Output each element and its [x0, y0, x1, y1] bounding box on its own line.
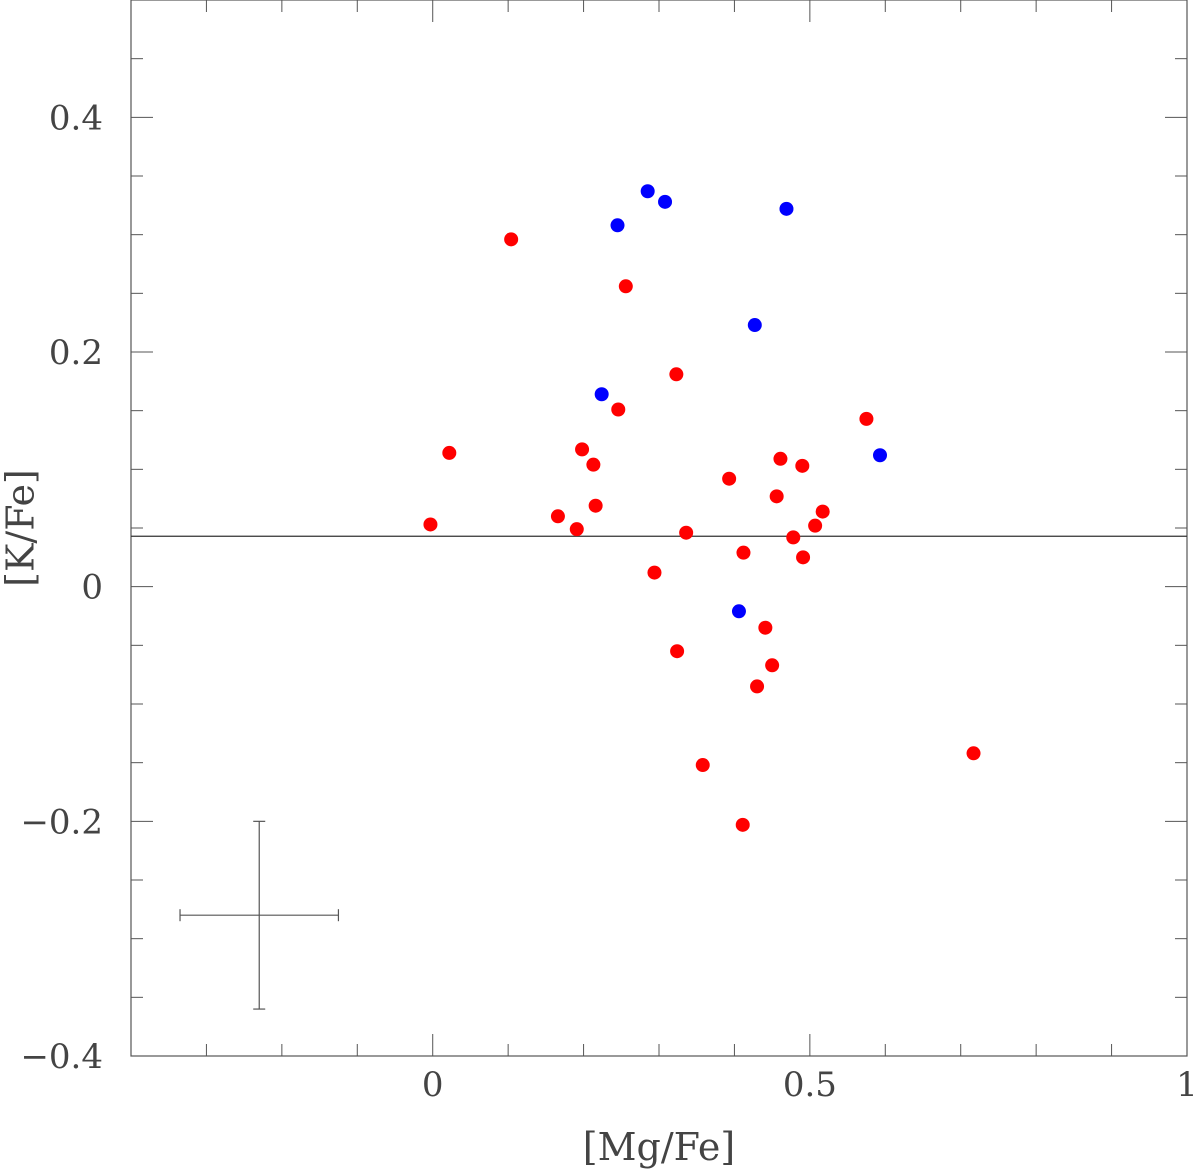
data-point [747, 318, 762, 333]
data-point [873, 448, 888, 463]
data-point [731, 604, 746, 619]
data-point [735, 817, 750, 832]
data-point [815, 504, 830, 519]
x-tick-label: 1 [1176, 1065, 1198, 1105]
x-axis-title: [Mg/Fe] [583, 1125, 735, 1169]
axes-layer [130, 0, 1188, 1057]
data-point [769, 489, 784, 504]
y-axis-title: [K/Fe] [0, 469, 43, 587]
data-point [640, 184, 655, 199]
data-point [550, 509, 565, 524]
data-point [779, 201, 794, 216]
data-point [722, 471, 737, 486]
data-point [658, 194, 673, 209]
data-point [610, 218, 625, 233]
y-tick-label: −0.4 [20, 1037, 103, 1077]
y-tick-label: −0.2 [20, 802, 103, 842]
plot-frame [130, 0, 1188, 1057]
data-point [423, 517, 438, 532]
data-point [750, 679, 765, 694]
data-point [758, 620, 773, 635]
tick-labels-layer: 0 0.5 1 −0.4 −0.2 0 0.2 0.4 [20, 98, 1197, 1105]
data-point [504, 232, 519, 247]
error-bar-layer [179, 820, 340, 1010]
data-point [669, 367, 684, 382]
data-point [736, 545, 751, 560]
data-point [679, 525, 694, 540]
data-point [611, 402, 626, 417]
y-tick-label: 0.4 [49, 98, 103, 138]
data-point [795, 458, 810, 473]
data-points-layer [423, 184, 981, 832]
data-point [796, 550, 811, 565]
data-point [859, 411, 874, 426]
data-point [695, 758, 710, 773]
data-point [594, 387, 609, 402]
data-point [588, 498, 603, 513]
data-point [575, 442, 590, 457]
x-tick-label: 0 [422, 1065, 444, 1105]
data-point [808, 518, 823, 533]
data-point [786, 530, 801, 545]
data-point [442, 445, 457, 460]
data-point [586, 457, 601, 472]
y-tick-label: 0.2 [49, 333, 103, 373]
data-point [765, 658, 780, 673]
data-point [569, 522, 584, 537]
data-point [670, 644, 685, 659]
x-tick-label: 0.5 [783, 1065, 837, 1105]
data-point [647, 565, 662, 580]
data-point [966, 746, 981, 761]
data-point [618, 279, 633, 294]
data-point [773, 451, 788, 466]
y-tick-label: 0 [81, 568, 103, 608]
